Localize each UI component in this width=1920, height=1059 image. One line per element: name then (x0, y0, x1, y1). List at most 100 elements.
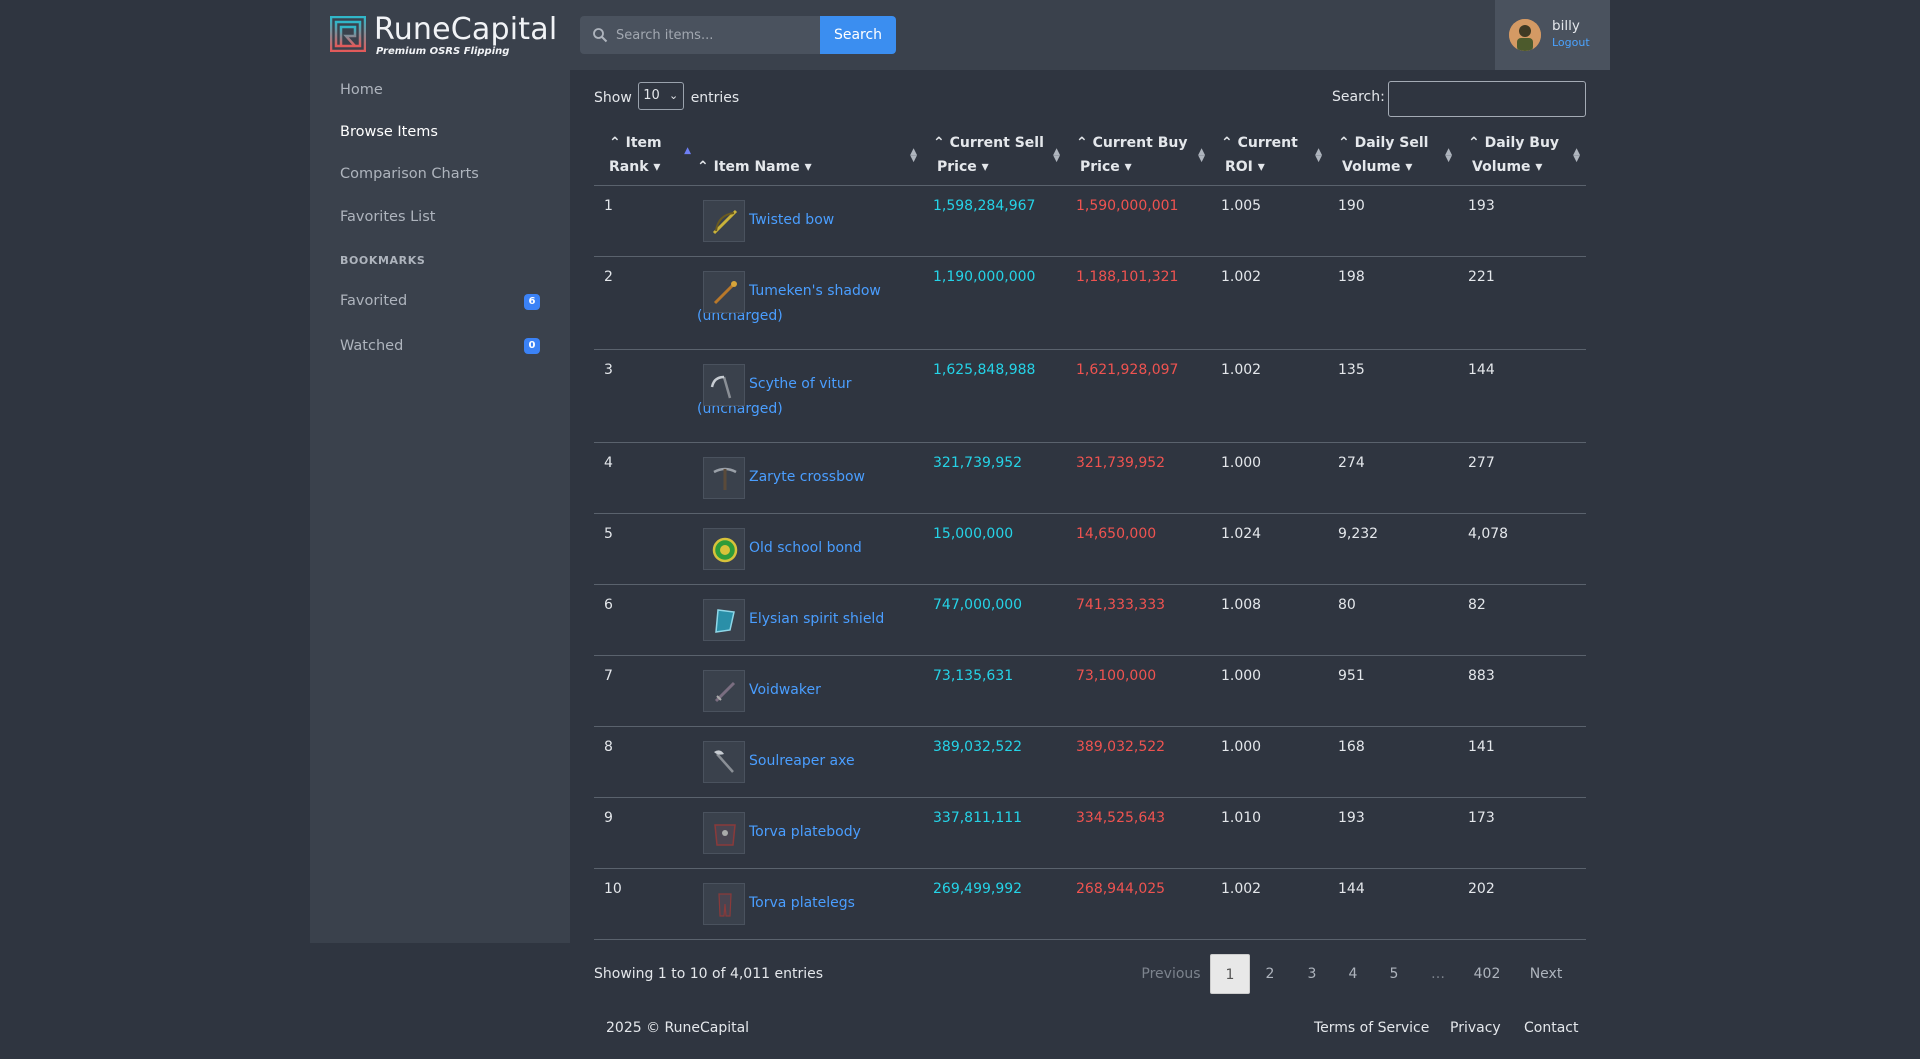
roi-cell: 1.008 (1211, 584, 1328, 656)
rank-cell: 10 (594, 868, 697, 940)
footer-link-privacy[interactable]: Privacy (1450, 1020, 1501, 1036)
sidebar-item-favorites-list[interactable]: Favorites List (340, 209, 436, 225)
item-link[interactable]: Twisted bow (749, 211, 835, 228)
user-name: billy (1552, 18, 1580, 34)
avatar[interactable] (1509, 19, 1541, 51)
item-name-cell: Twisted bow (697, 185, 923, 257)
user-menu[interactable]: billy Logout (1495, 0, 1610, 70)
col-item-name[interactable]: ⌃ Item Name ▾ ▲ ▼ (697, 125, 923, 186)
footer-link-terms[interactable]: Terms of Service (1314, 1020, 1430, 1036)
roi-cell: 1.005 (1211, 185, 1328, 257)
entries-select[interactable]: 10 ⌄ (638, 82, 685, 110)
sell-volume-cell: 951 (1328, 655, 1458, 727)
rank-cell: 1 (594, 185, 697, 257)
items-table: ⌃ Item Rank ▾ ▲ ⌃ Item Name ▾ ▲ ▼ ⌃ Curre… (594, 125, 1586, 940)
item-link[interactable]: Voidwaker (749, 681, 821, 698)
buy-volume-cell: 202 (1458, 868, 1586, 940)
caret-down-icon: ▾ (1124, 159, 1132, 175)
sidebar-item-watched[interactable]: Watched (340, 338, 404, 354)
caret-down-icon: ▾ (1535, 159, 1543, 175)
page-button-3[interactable]: 3 (1307, 966, 1317, 982)
logo[interactable]: RuneCapital Premium OSRS Flipping (330, 12, 557, 59)
table-filter-input[interactable] (1388, 81, 1586, 117)
item-link[interactable]: Tumeken's shadow (uncharged) (697, 282, 881, 324)
sidebar-item-comparison-charts[interactable]: Comparison Charts (340, 166, 479, 182)
col-label: Price (937, 159, 977, 175)
page-button-2[interactable]: 2 (1265, 966, 1275, 982)
sell-volume-cell: 274 (1328, 442, 1458, 514)
logout-link[interactable]: Logout (1552, 36, 1590, 49)
sidebar-item-home[interactable]: Home (340, 82, 383, 98)
item-search (580, 16, 820, 54)
rank-cell: 5 (594, 513, 697, 585)
item-link[interactable]: Elysian spirit shield (749, 610, 885, 627)
col-label: Price (1080, 159, 1120, 175)
item-link[interactable]: Torva platelegs (749, 894, 855, 911)
sell-volume-cell: 80 (1328, 584, 1458, 656)
table-info: Showing 1 to 10 of 4,011 entries (594, 966, 824, 982)
page-button-5[interactable]: 5 (1389, 966, 1399, 982)
buy-volume-cell: 4,078 (1458, 513, 1586, 585)
sort-up-icon: ⌃ (1338, 135, 1350, 151)
app: RuneCapital Premium OSRS Flipping Home B… (310, 0, 1610, 1059)
buy-volume-cell: 221 (1458, 256, 1586, 350)
roi-cell: 1.002 (1211, 256, 1328, 350)
item-link[interactable]: Zaryte crossbow (749, 468, 865, 485)
table-row: 3 Scythe of vitur (uncharged) 1,625,848,9… (594, 349, 1586, 443)
item-name-cell: Soulreaper axe (697, 726, 923, 798)
table-row: 7 Voidwaker 73,135,631 73,100,000 1.000 … (594, 655, 1586, 727)
rank-cell: 4 (594, 442, 697, 514)
platebody-icon (703, 811, 745, 854)
item-search-input[interactable] (616, 25, 812, 45)
previous-page-button[interactable]: Previous (1141, 966, 1201, 982)
roi-cell: 1.000 (1211, 655, 1328, 727)
tumekens-shadow-icon (703, 270, 745, 313)
page-button-1[interactable]: 1 (1210, 954, 1250, 994)
entries-label: entries (690, 90, 740, 106)
sell-price-cell: 1,190,000,000 (923, 256, 1066, 350)
footer-copyright: 2025 © RuneCapital (606, 1020, 750, 1036)
pagination: Previous 1 2 3 4 5 … 402 Next (1136, 954, 1586, 994)
item-link[interactable]: Old school bond (749, 539, 862, 556)
col-label: Daily Sell (1354, 135, 1429, 151)
search-button[interactable]: Search (820, 16, 896, 54)
sort-both-icon: ▲ ▼ (1198, 147, 1205, 164)
sort-both-icon: ▲ ▼ (1315, 147, 1322, 164)
buy-price-cell: 1,621,928,097 (1066, 349, 1211, 443)
sidebar-item-favorited[interactable]: Favorited (340, 293, 408, 309)
platelegs-icon (703, 882, 745, 925)
sell-volume-cell: 168 (1328, 726, 1458, 798)
table-row: 1 Twisted bow 1,598,284,967 1,590,000,00… (594, 185, 1586, 257)
col-current-roi[interactable]: ⌃ Current ROI ▾ ▲ ▼ (1211, 125, 1328, 186)
item-link[interactable]: Soulreaper axe (749, 752, 855, 769)
item-name-cell: Old school bond (697, 513, 923, 585)
roi-cell: 1.000 (1211, 726, 1328, 798)
table-row: 4 Zaryte crossbow 321,739,952 321,739,95… (594, 442, 1586, 514)
item-link[interactable]: Torva platebody (749, 823, 861, 840)
col-label: Item Name (713, 159, 800, 175)
user-avatar-icon (1509, 19, 1541, 51)
col-daily-buy-volume[interactable]: ⌃ Daily Buy Volume ▾ ▲ ▼ (1458, 125, 1586, 186)
sell-price-cell: 269,499,992 (923, 868, 1066, 940)
col-daily-sell-volume[interactable]: ⌃ Daily Sell Volume ▾ ▲ ▼ (1328, 125, 1458, 186)
next-page-button[interactable]: Next (1529, 966, 1563, 982)
rank-cell: 9 (594, 797, 697, 869)
sort-up-icon: ⌃ (1076, 135, 1088, 151)
chevron-down-icon: ⌄ (669, 89, 679, 102)
col-item-rank[interactable]: ⌃ Item Rank ▾ ▲ (594, 125, 697, 186)
page-button-last[interactable]: 402 (1473, 966, 1501, 982)
page-button-4[interactable]: 4 (1348, 966, 1358, 982)
sort-up-icon: ⌃ (933, 135, 945, 151)
col-current-sell-price[interactable]: ⌃ Current Sell Price ▾ ▲ ▼ (923, 125, 1066, 186)
table-row: 5 Old school bond 15,000,000 14,650,000 … (594, 513, 1586, 585)
buy-price-cell: 14,650,000 (1066, 513, 1211, 585)
col-current-buy-price[interactable]: ⌃ Current Buy Price ▾ ▲ ▼ (1066, 125, 1211, 186)
item-name-cell: Zaryte crossbow (697, 442, 923, 514)
footer-link-contact[interactable]: Contact (1524, 1020, 1579, 1036)
roi-cell: 1.024 (1211, 513, 1328, 585)
table-row: 6 Elysian spirit shield 747,000,000 741,… (594, 584, 1586, 656)
item-name-cell: Voidwaker (697, 655, 923, 727)
sidebar-item-browse-items[interactable]: Browse Items (340, 124, 438, 140)
buy-price-cell: 741,333,333 (1066, 584, 1211, 656)
col-label: Volume (1342, 159, 1401, 175)
